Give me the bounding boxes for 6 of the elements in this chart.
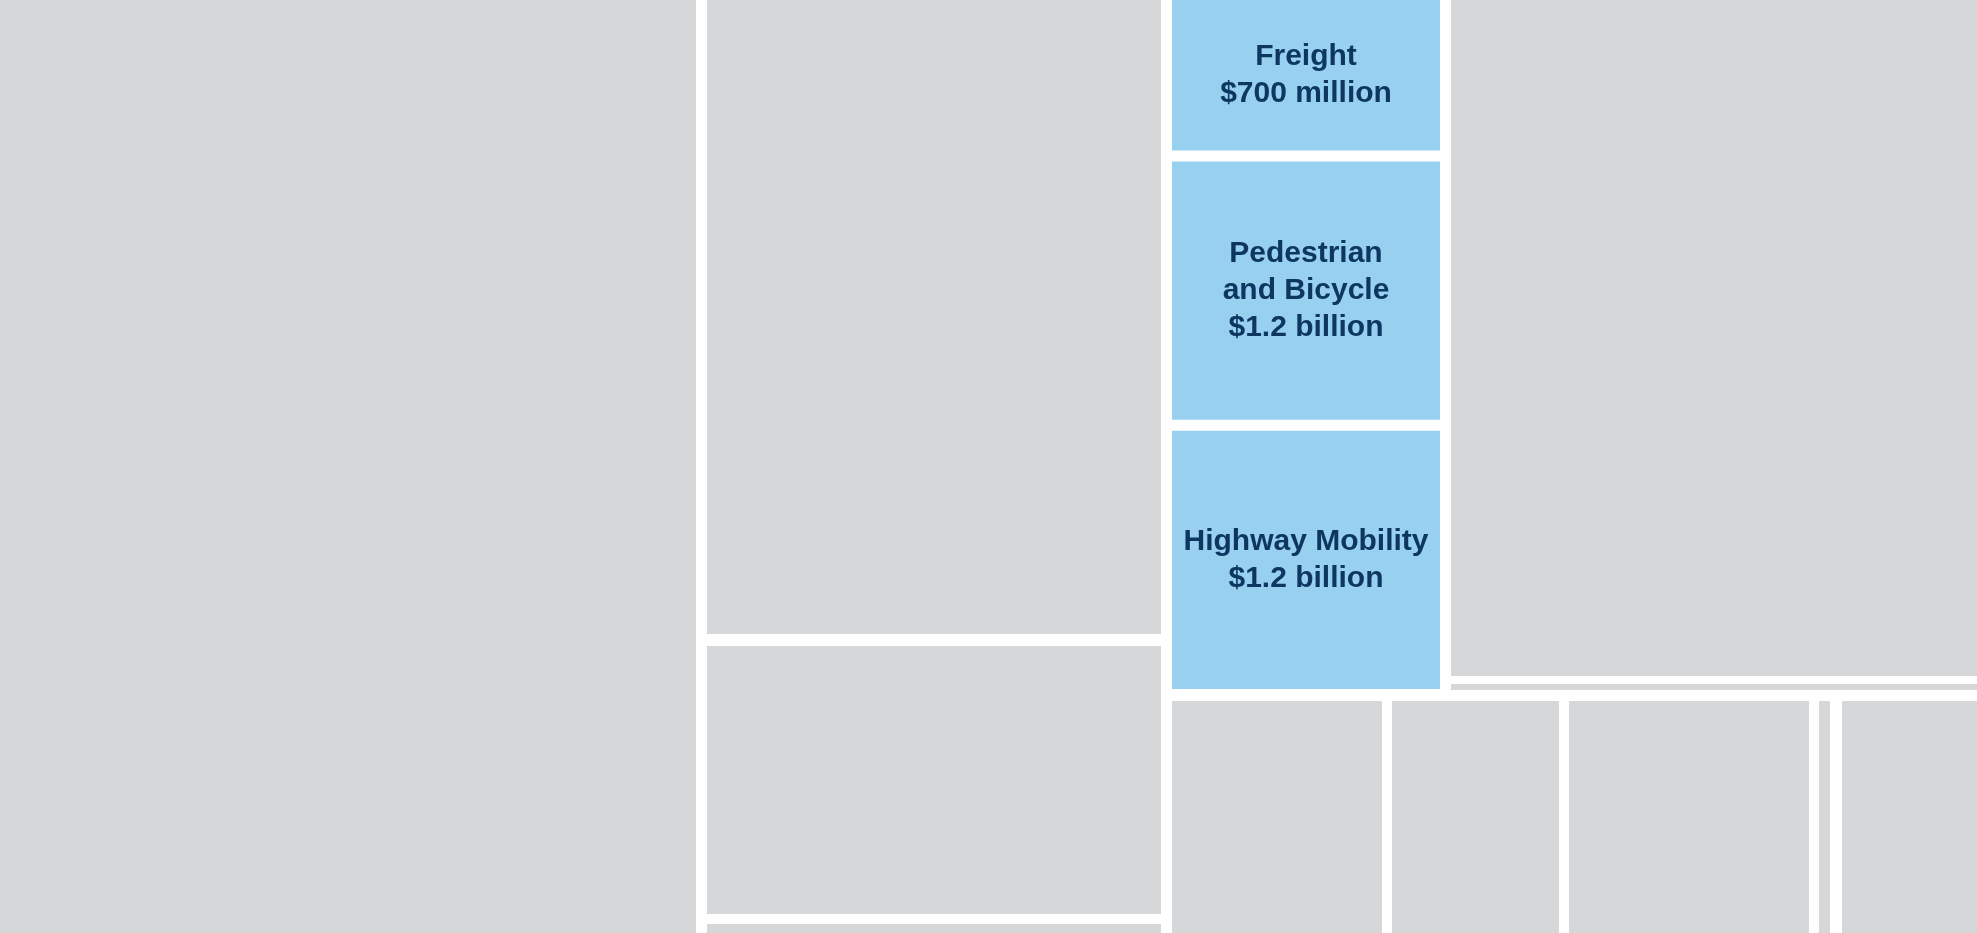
category-label: Freight	[1255, 38, 1357, 72]
data-label: $700 million	[1220, 75, 1392, 109]
category-label: Highway Mobility	[1183, 522, 1429, 556]
data-label: $1.2 billion	[1228, 308, 1384, 342]
data-label: $1.2 billion	[1228, 559, 1384, 593]
category-label: Pedestrian and Bicycle	[1222, 234, 1390, 305]
